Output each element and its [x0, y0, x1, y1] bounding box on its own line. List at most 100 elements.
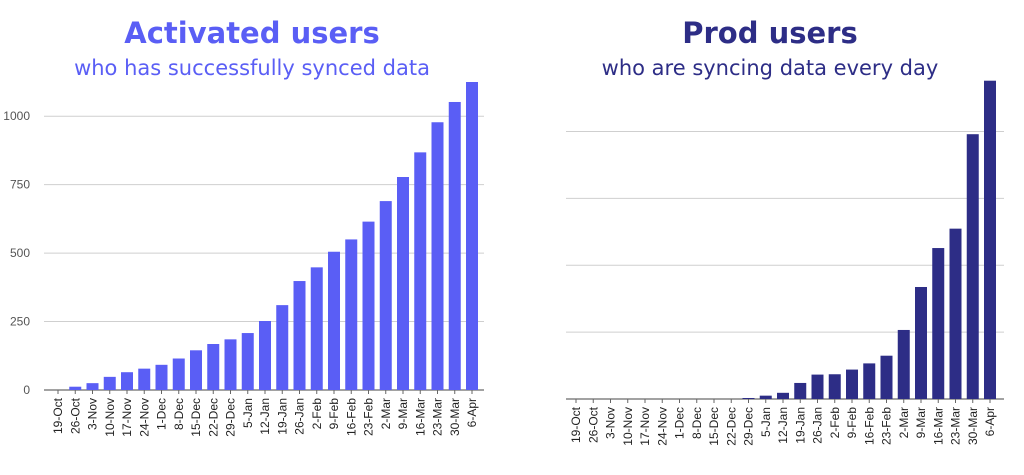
bar: [811, 374, 824, 399]
x-tick-label: 24-Nov: [655, 407, 669, 446]
x-tick-label: 23-Mar: [949, 407, 963, 445]
x-tick-label: 8-Dec: [690, 407, 704, 439]
x-tick-label: 12-Jan: [258, 398, 272, 435]
activated-users-panel: Activated users who has successfully syn…: [3, 16, 484, 437]
x-tick-label: 6-Apr: [465, 398, 479, 427]
x-tick-label: 23-Mar: [431, 398, 445, 436]
x-tick-label: 30-Mar: [448, 398, 462, 436]
x-tick-label: 30-Mar: [966, 407, 980, 445]
chart-title: Activated users: [124, 16, 380, 50]
x-tick-label: 16-Feb: [344, 398, 358, 436]
bar: [397, 177, 409, 390]
bar: [310, 267, 323, 390]
bar: [742, 397, 755, 399]
x-tick-label: 22-Dec: [206, 398, 220, 437]
y-tick-label: 0: [23, 383, 30, 397]
x-tick-label: 1-Dec: [673, 407, 687, 439]
y-tick-label: 250: [10, 315, 30, 329]
bar: [172, 358, 185, 390]
x-tick-label: 15-Dec: [189, 398, 203, 437]
x-tick-label: 17-Nov: [638, 407, 652, 446]
bar: [949, 228, 962, 399]
x-tick-label: 22-Dec: [724, 407, 738, 446]
chart-title: Prod users: [682, 16, 858, 50]
bar: [190, 350, 202, 390]
bar: [69, 386, 82, 390]
x-tick-label: 26-Jan: [293, 398, 307, 435]
y-tick-label: 1000: [3, 109, 30, 123]
chart-subtitle: who are syncing data every day: [601, 56, 939, 80]
bar: [984, 80, 996, 399]
x-tick-label: 8-Dec: [172, 398, 186, 430]
bar: [241, 333, 254, 390]
x-tick-label: 15-Dec: [707, 407, 721, 446]
x-tick-label: 19-Oct: [569, 406, 583, 443]
chart-subtitle: who has successfully synced data: [74, 56, 430, 80]
x-tick-label: 12-Jan: [776, 407, 790, 444]
x-tick-label: 26-Jan: [811, 407, 825, 444]
x-tick-label: 2-Feb: [310, 398, 324, 430]
bar: [293, 281, 306, 390]
x-tick-label: 5-Jan: [241, 398, 255, 428]
bar: [759, 395, 772, 399]
y-tick-label: 500: [10, 246, 30, 260]
x-tick-label: 19-Jan: [793, 407, 807, 444]
x-tick-label: 9-Feb: [327, 398, 341, 430]
x-tick-label: 17-Nov: [120, 398, 134, 437]
x-tick-label: 9-Feb: [845, 407, 859, 439]
x-tick-label: 9-Mar: [396, 398, 410, 429]
bar: [863, 363, 876, 399]
x-tick-label: 23-Feb: [362, 398, 376, 436]
x-tick-label: 19-Jan: [275, 398, 289, 435]
x-tick-label: 16-Mar: [413, 398, 427, 436]
x-tick-label: 10-Nov: [103, 398, 117, 437]
bar: [897, 329, 910, 399]
x-tick-label: 26-Oct: [586, 406, 600, 443]
x-tick-label: 3-Nov: [604, 407, 618, 439]
x-tick-label: 2-Mar: [897, 407, 911, 438]
x-tick-label: 2-Mar: [379, 398, 393, 429]
bar: [379, 201, 392, 390]
bar: [846, 369, 858, 399]
x-tick-label: 19-Oct: [51, 397, 65, 434]
bar: [880, 355, 893, 399]
x-tick-label: 6-Apr: [983, 407, 997, 436]
activated-users-chart: 0 250 500 750 1000 19-Oct 26-Oct 3-Nov 10-Nov 17-…: [3, 82, 484, 437]
bar: [259, 321, 271, 390]
bar: [328, 251, 340, 390]
prod-users-chart: 19-Oct 26-Oct 3-Nov 10-Nov 17-Nov 24-Nov 1-Dec…: [566, 80, 1004, 446]
x-tick-label: 24-Nov: [137, 398, 151, 437]
x-tick-label: 23-Feb: [880, 407, 894, 445]
bar: [828, 374, 841, 399]
x-tick-label: 1-Dec: [155, 398, 169, 430]
x-tick-label: 9-Mar: [914, 407, 928, 438]
bar: [414, 152, 427, 390]
bar: [466, 82, 478, 390]
bar: [362, 221, 375, 390]
bar: [932, 248, 945, 399]
bar: [155, 364, 168, 390]
bar: [431, 122, 444, 390]
bar: [121, 372, 133, 390]
bar: [207, 344, 220, 390]
x-tick-label: 26-Oct: [68, 397, 82, 434]
bar: [86, 383, 99, 390]
x-tick-label: 29-Dec: [742, 407, 756, 446]
x-tick-label: 10-Nov: [621, 407, 635, 446]
bar: [915, 286, 927, 399]
x-tick-label: 5-Jan: [759, 407, 773, 437]
x-tick-label: 3-Nov: [86, 398, 100, 430]
bar: [276, 305, 289, 390]
bar: [966, 134, 979, 399]
prod-users-panel: Prod users who are syncing data every da…: [512, 0, 1024, 475]
y-tick-label: 750: [10, 178, 30, 192]
bar: [103, 376, 116, 390]
x-tick-label: 16-Feb: [862, 407, 876, 445]
bar: [345, 239, 358, 390]
bar: [777, 392, 789, 399]
x-tick-label: 29-Dec: [224, 398, 238, 437]
x-tick-label: 2-Feb: [828, 407, 842, 439]
bar: [448, 101, 461, 390]
x-tick-label: 16-Mar: [931, 407, 945, 445]
bar: [138, 368, 151, 390]
